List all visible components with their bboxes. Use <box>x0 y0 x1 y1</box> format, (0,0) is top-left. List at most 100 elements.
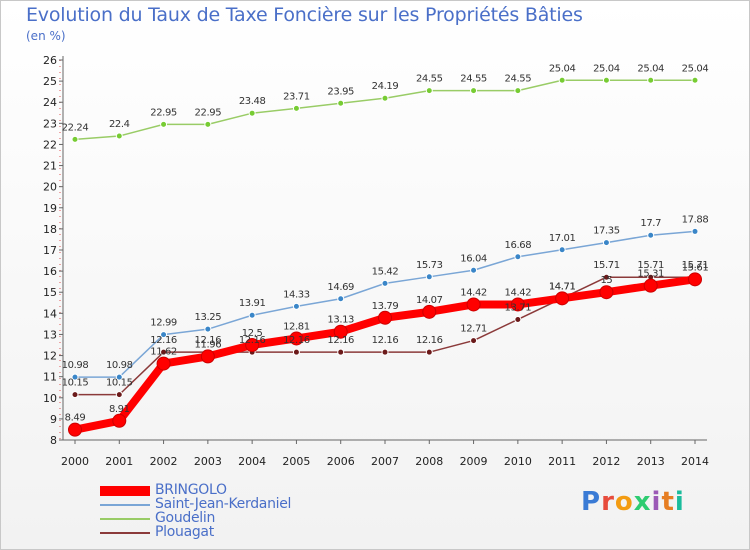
legend-label: BRINGOLO <box>155 482 227 498</box>
data-label-plouagat: 15.71 <box>637 260 664 271</box>
data-label-bringolo: 15.61 <box>682 262 709 273</box>
point-plouagat <box>292 348 300 356</box>
point-saint-jean-kerdaniel <box>691 227 699 235</box>
x-tick-label: 2004 <box>238 455 266 468</box>
data-label-saint-jean-kerdaniel: 12.99 <box>150 318 177 329</box>
point-saint-jean-kerdaniel <box>558 246 566 254</box>
point-saint-jean-kerdaniel <box>71 373 79 381</box>
point-plouagat <box>160 348 168 356</box>
y-tick-label: 8 <box>50 434 57 447</box>
data-label-goudelin: 24.55 <box>416 74 443 85</box>
legend-swatch <box>100 486 150 496</box>
y-tick-label: 19 <box>43 202 57 215</box>
point-saint-jean-kerdaniel <box>292 302 300 310</box>
point-plouagat <box>425 348 433 356</box>
data-label-plouagat: 12.16 <box>372 335 399 346</box>
point-bringolo <box>245 338 260 352</box>
data-label-plouagat: 12.16 <box>327 335 354 346</box>
y-tick-label: 18 <box>43 223 57 236</box>
data-label-goudelin: 24.55 <box>460 74 487 85</box>
data-label-saint-jean-kerdaniel: 13.91 <box>239 298 266 309</box>
data-label-saint-jean-kerdaniel: 10.98 <box>106 360 133 371</box>
point-bringolo <box>378 310 392 325</box>
point-bringolo <box>510 297 525 312</box>
y-tick-label: 20 <box>43 181 57 194</box>
data-label-plouagat: 12.16 <box>150 335 177 346</box>
data-label-plouagat: 12.16 <box>283 335 310 346</box>
point-goudelin <box>647 76 655 84</box>
logo-letter: x <box>633 487 652 517</box>
point-bringolo <box>200 349 215 364</box>
data-label-saint-jean-kerdaniel: 14.69 <box>327 282 354 293</box>
data-label-saint-jean-kerdaniel: 17.35 <box>593 226 620 237</box>
point-saint-jean-kerdaniel <box>204 325 212 333</box>
x-tick-label: 2006 <box>327 455 355 468</box>
legend: BRINGOLO Saint-Jean-Kerdaniel Goudelin Plou… <box>100 482 340 540</box>
data-label-plouagat: 13.71 <box>505 302 532 313</box>
point-bringolo <box>688 272 702 287</box>
point-goudelin <box>71 135 79 143</box>
point-plouagat <box>115 391 123 399</box>
y-tick-label: 13 <box>43 328 57 341</box>
logo-letter: t <box>661 487 675 517</box>
data-label-saint-jean-kerdaniel: 14.33 <box>283 289 310 300</box>
point-plouagat <box>71 391 79 399</box>
y-tick-label: 22 <box>43 138 57 151</box>
point-goudelin <box>558 76 566 84</box>
point-saint-jean-kerdaniel <box>602 239 610 247</box>
point-plouagat <box>602 273 610 281</box>
x-tick-label: 2009 <box>460 455 488 468</box>
y-tick-label: 24 <box>43 96 57 109</box>
data-label-goudelin: 23.71 <box>283 91 310 102</box>
legend-label: Saint-Jean-Kerdaniel <box>155 496 292 512</box>
data-label-bringolo: 15.31 <box>637 269 664 280</box>
data-label-plouagat: 15.71 <box>593 260 620 271</box>
data-label-goudelin: 24.19 <box>372 81 399 92</box>
data-label-goudelin: 23.48 <box>239 96 266 107</box>
point-bringolo <box>466 297 481 312</box>
data-label-plouagat: 12.16 <box>416 335 443 346</box>
point-goudelin <box>292 104 300 112</box>
chart-unit: (en %) <box>26 29 66 43</box>
data-label-bringolo: 12.5 <box>242 328 263 339</box>
data-label-bringolo: 8.91 <box>109 404 130 415</box>
y-tick-label: 10 <box>43 392 57 405</box>
data-label-goudelin: 22.4 <box>109 119 130 130</box>
x-tick-label: 2003 <box>194 455 222 468</box>
data-label-saint-jean-kerdaniel: 17.88 <box>682 214 709 225</box>
data-label-bringolo: 13.79 <box>372 301 399 312</box>
point-saint-jean-kerdaniel <box>248 311 256 319</box>
data-label-bringolo: 14.42 <box>505 287 532 298</box>
point-goudelin <box>115 132 123 140</box>
data-label-plouagat: 10.15 <box>62 378 89 389</box>
point-bringolo <box>422 304 437 319</box>
y-tick-label: 16 <box>43 265 57 278</box>
data-label-bringolo: 15 <box>600 275 612 286</box>
point-bringolo <box>599 285 614 300</box>
y-tick-label: 12 <box>43 350 57 363</box>
x-tick-label: 2007 <box>371 455 399 468</box>
logo-letter: P <box>581 487 602 517</box>
point-goudelin <box>160 120 168 128</box>
y-tick-label: 21 <box>43 160 57 173</box>
logo-letter: i <box>651 487 662 517</box>
data-label-saint-jean-kerdaniel: 16.68 <box>505 240 532 251</box>
y-tick-label: 25 <box>43 75 57 88</box>
x-tick-label: 2011 <box>548 455 576 468</box>
point-saint-jean-kerdaniel <box>115 373 123 381</box>
logo-letter: r <box>601 487 615 517</box>
x-tick-label: 2002 <box>150 455 178 468</box>
data-label-plouagat: 12.16 <box>239 335 266 346</box>
point-bringolo <box>333 324 348 339</box>
data-label-saint-jean-kerdaniel: 17.01 <box>549 233 576 244</box>
y-tick-label: 15 <box>43 286 57 299</box>
legend-swatch <box>100 504 150 506</box>
legend-label: Goudelin <box>155 510 216 526</box>
point-plouagat <box>337 348 345 356</box>
y-tick-label: 14 <box>43 307 57 320</box>
point-saint-jean-kerdaniel <box>647 231 655 239</box>
logo-letter: i <box>674 487 685 517</box>
data-label-bringolo: 11.62 <box>150 347 177 358</box>
